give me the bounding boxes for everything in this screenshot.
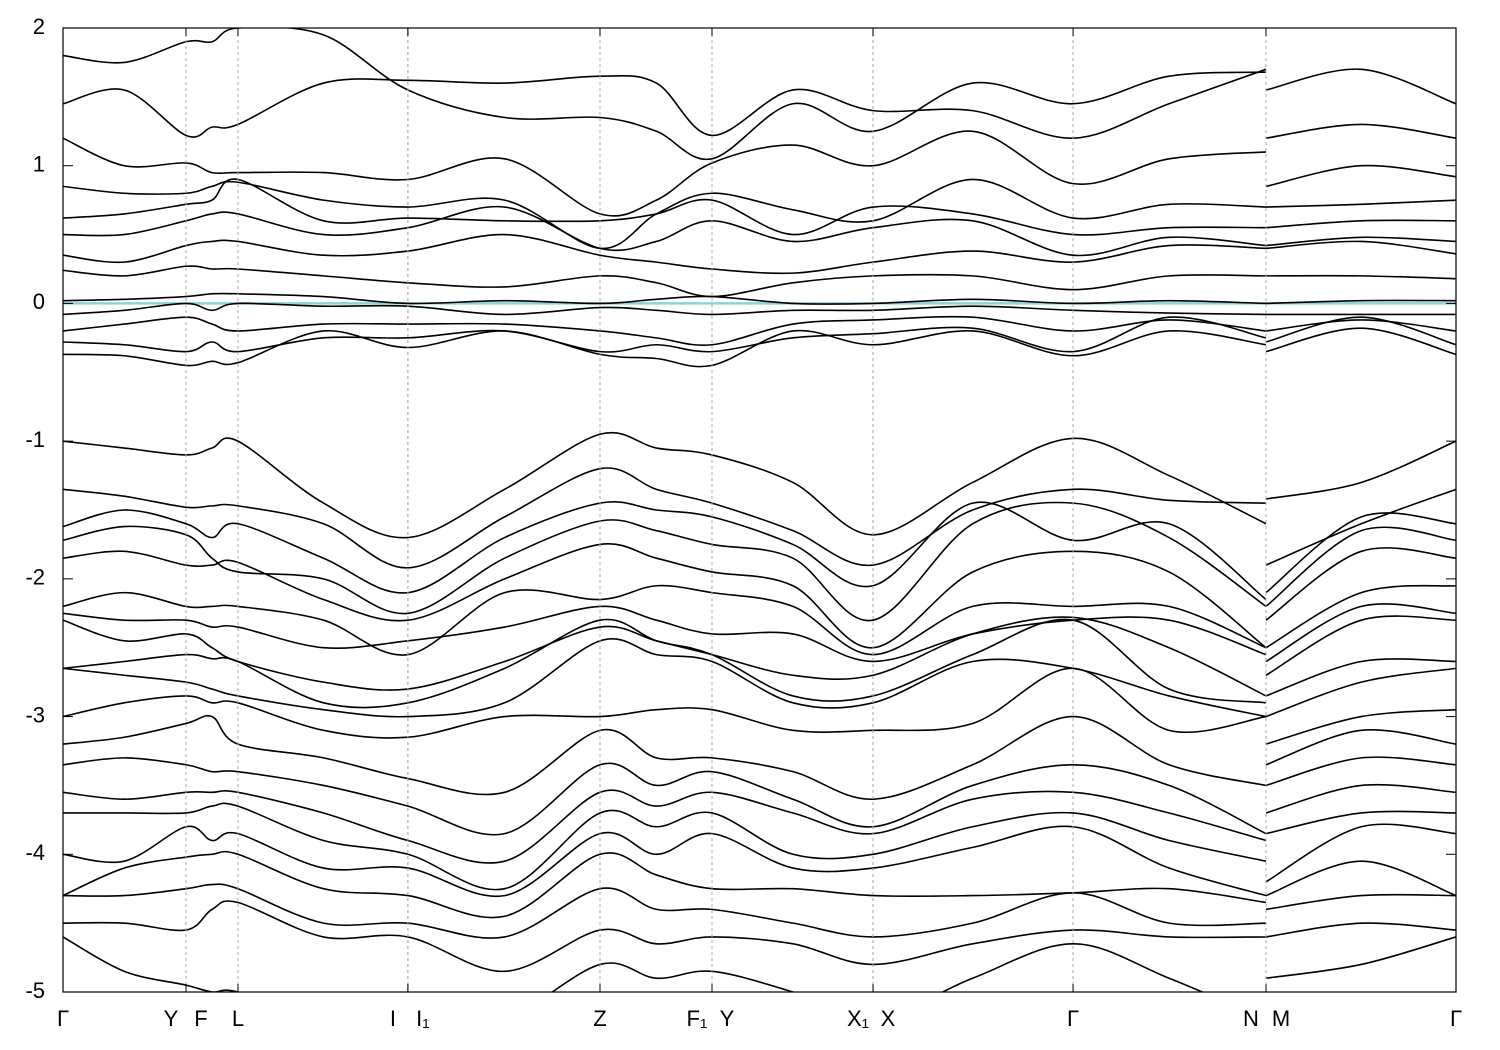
x-tick-label: Z <box>593 1006 606 1031</box>
band <box>63 130 1456 217</box>
band <box>63 178 1456 236</box>
y-tick-label: 2 <box>33 14 45 39</box>
x-tick-label: I <box>390 1006 396 1031</box>
plot-frame <box>62 27 1457 993</box>
x-tick-label: M <box>1272 1006 1290 1031</box>
band <box>63 265 1456 298</box>
band <box>63 327 1456 368</box>
band <box>63 638 1456 718</box>
band <box>63 315 1456 346</box>
band <box>63 802 1456 891</box>
x-tick-label: I₁ <box>416 1006 430 1031</box>
y-tick-label: -5 <box>25 978 45 1003</box>
x-tick-label: Y <box>164 1006 179 1031</box>
band <box>63 850 1456 919</box>
band <box>63 501 1456 601</box>
band <box>63 467 1456 569</box>
y-tick-label: -3 <box>25 702 45 727</box>
band <box>63 432 1456 539</box>
plot-area <box>63 28 1456 992</box>
band <box>63 667 1456 745</box>
y-tick-label: 1 <box>33 152 45 177</box>
band <box>63 543 1456 649</box>
x-tick-label: F₁ <box>687 1006 708 1031</box>
y-tick-label: -2 <box>25 565 45 590</box>
band <box>63 501 1456 622</box>
band <box>63 714 1456 801</box>
x-tick-label: Γ <box>57 1006 69 1031</box>
band <box>63 584 1456 656</box>
band <box>63 233 1456 275</box>
band <box>63 603 1456 663</box>
band <box>63 936 1456 992</box>
band <box>63 783 1456 864</box>
x-tick-label: X <box>881 1006 896 1031</box>
band <box>63 178 1456 250</box>
y-tick-label: -4 <box>25 840 45 865</box>
band <box>63 823 1456 898</box>
x-tick-label: Γ <box>1450 1006 1462 1031</box>
x-tick-label: X₁ <box>847 1006 869 1031</box>
x-tick-label: N <box>1243 1006 1259 1031</box>
band <box>63 615 1456 697</box>
x-tick-label: F <box>194 1006 207 1031</box>
band <box>63 28 1456 161</box>
x-tick-label: L <box>232 1006 244 1031</box>
x-tick-label: Y <box>720 1006 735 1031</box>
band <box>63 205 1456 257</box>
band <box>63 316 1456 353</box>
band <box>63 68 1456 139</box>
y-tick-label: -1 <box>25 427 45 452</box>
y-tick-label: 0 <box>33 289 45 314</box>
x-tick-label: Γ <box>1067 1006 1079 1031</box>
band <box>63 618 1456 709</box>
band <box>63 292 1456 305</box>
band <box>63 756 1456 836</box>
band <box>63 302 1456 316</box>
band <box>63 883 1456 939</box>
band <box>63 900 1456 973</box>
